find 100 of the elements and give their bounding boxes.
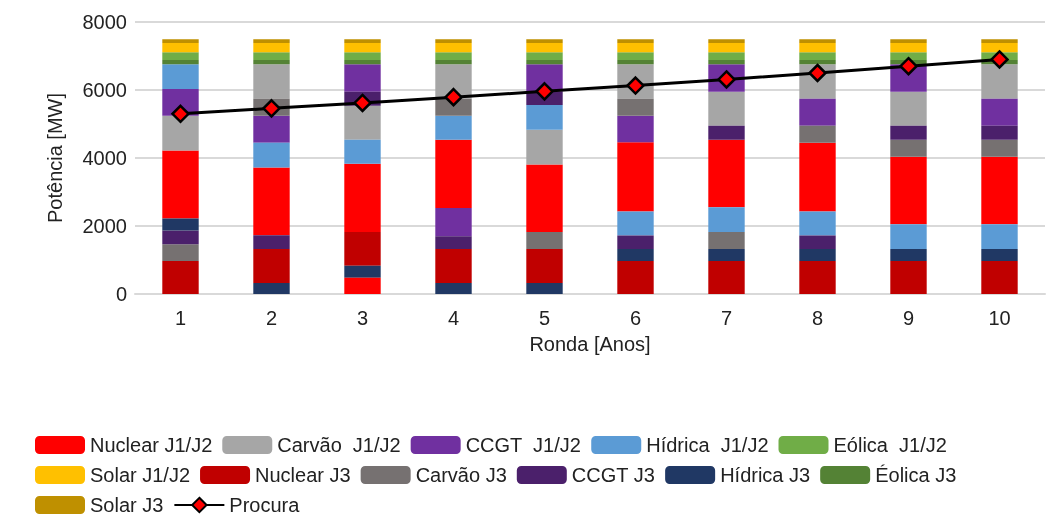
bar bbox=[708, 139, 745, 208]
bar bbox=[344, 232, 381, 266]
bar bbox=[162, 64, 199, 89]
point bbox=[899, 56, 918, 76]
legend-label: CCGT J1/J2 bbox=[465, 434, 581, 456]
bar bbox=[617, 142, 654, 212]
bar bbox=[253, 142, 290, 168]
bar bbox=[162, 218, 199, 231]
bar bbox=[708, 91, 745, 126]
bar bbox=[617, 261, 654, 294]
bar bbox=[890, 139, 927, 157]
bar bbox=[981, 261, 1018, 294]
bar bbox=[981, 98, 1018, 126]
legend-label: Hídrica J1/J2 bbox=[646, 434, 769, 456]
bar bbox=[981, 249, 1018, 262]
bar bbox=[617, 98, 654, 116]
bar bbox=[344, 39, 381, 44]
bar bbox=[708, 261, 745, 294]
legend-label: Procura bbox=[229, 494, 301, 516]
bar bbox=[344, 139, 381, 164]
bar bbox=[253, 60, 290, 65]
bar bbox=[981, 156, 1018, 225]
bar bbox=[435, 249, 472, 284]
bar bbox=[981, 224, 1018, 250]
bar bbox=[617, 43, 654, 53]
point bbox=[990, 50, 1009, 69]
bar bbox=[435, 39, 472, 44]
bar bbox=[344, 105, 381, 140]
bar bbox=[162, 244, 199, 262]
bar bbox=[799, 52, 836, 61]
bar bbox=[253, 64, 290, 99]
bar bbox=[981, 125, 1018, 140]
bar bbox=[708, 249, 745, 262]
bar bbox=[799, 39, 836, 44]
bar bbox=[526, 232, 563, 250]
bar bbox=[526, 249, 563, 284]
bar bbox=[435, 236, 472, 250]
y-axis-title: Potência [MW] bbox=[44, 92, 66, 224]
bar bbox=[890, 125, 927, 140]
bar bbox=[162, 39, 199, 44]
bar bbox=[526, 43, 563, 53]
bar bbox=[890, 249, 927, 262]
legend-label: Eólica J1/J2 bbox=[833, 434, 947, 456]
bar bbox=[253, 235, 290, 250]
point bbox=[444, 87, 463, 107]
bar bbox=[890, 43, 927, 53]
legend-label: Hídrica J3 bbox=[720, 464, 811, 486]
bar bbox=[799, 261, 836, 294]
bar bbox=[162, 230, 199, 245]
bar bbox=[526, 104, 563, 130]
bar bbox=[617, 52, 654, 61]
bar bbox=[890, 52, 927, 61]
bar bbox=[162, 43, 199, 53]
bar bbox=[981, 64, 1018, 99]
x-tick-label: 8 bbox=[811, 307, 824, 329]
x-tick-label: 2 bbox=[265, 307, 278, 329]
x-tick-label: 6 bbox=[629, 307, 642, 329]
bar bbox=[890, 224, 927, 250]
bar bbox=[617, 249, 654, 262]
point bbox=[171, 104, 190, 124]
bar bbox=[981, 139, 1018, 157]
bar bbox=[617, 60, 654, 65]
bar bbox=[253, 43, 290, 53]
bar bbox=[526, 60, 563, 65]
point bbox=[353, 93, 372, 113]
bar bbox=[253, 283, 290, 294]
x-tick-label: 10 bbox=[988, 307, 1011, 329]
x-tick-label: 5 bbox=[538, 307, 551, 329]
bar bbox=[890, 261, 927, 294]
x-axis-title: Ronda [Anos] bbox=[529, 333, 651, 355]
x-tick-label: 3 bbox=[356, 307, 369, 329]
bar bbox=[708, 232, 745, 250]
bar bbox=[253, 249, 290, 284]
bar bbox=[162, 52, 199, 61]
legend-label: Nuclear J1/J2 bbox=[90, 434, 213, 456]
bar bbox=[526, 129, 563, 165]
bar bbox=[162, 60, 199, 65]
bar bbox=[617, 39, 654, 44]
bar bbox=[617, 115, 654, 143]
point bbox=[535, 82, 554, 101]
bar bbox=[799, 235, 836, 250]
bar bbox=[344, 43, 381, 53]
bar bbox=[799, 43, 836, 53]
y-tick-label: 6000 bbox=[82, 79, 127, 101]
bar bbox=[344, 277, 381, 294]
x-tick-label: 9 bbox=[902, 307, 915, 329]
legend-label: Carvão J1/J2 bbox=[277, 434, 401, 456]
bar bbox=[435, 283, 472, 294]
bar bbox=[253, 115, 290, 143]
point bbox=[262, 99, 281, 118]
legend-label: CCGT J3 bbox=[571, 464, 655, 486]
bar bbox=[162, 261, 199, 294]
bar bbox=[344, 64, 381, 92]
bar bbox=[799, 98, 836, 126]
x-tick-label: 1 bbox=[174, 307, 187, 329]
bar bbox=[253, 52, 290, 61]
y-tick-label: 8000 bbox=[82, 11, 127, 33]
bar bbox=[708, 43, 745, 53]
bar bbox=[708, 125, 745, 140]
bar bbox=[799, 125, 836, 143]
